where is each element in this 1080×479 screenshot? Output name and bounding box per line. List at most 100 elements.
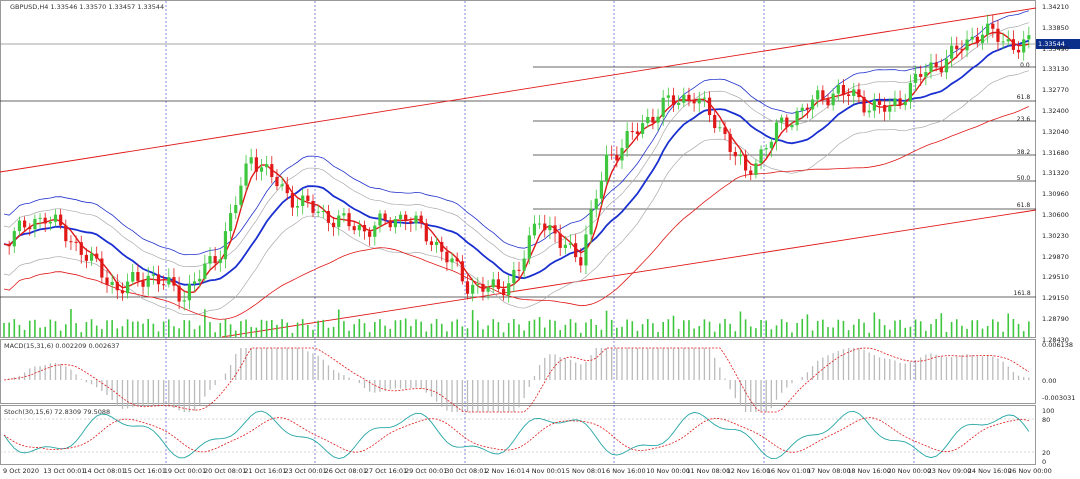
candle-body (955, 45, 959, 50)
candle-body (362, 224, 367, 232)
candle-body (424, 223, 428, 242)
candle-body (306, 195, 310, 202)
candle-body (275, 177, 279, 187)
bollinger-mid-lower (3, 70, 1029, 316)
stoch-label: Stoch(30,15,6) 72.8309 79.5088 (4, 408, 111, 416)
candle-body (234, 204, 238, 214)
stoch-tick: 100 (1042, 407, 1055, 415)
current-price-badge: 1.33544 (1036, 39, 1080, 49)
candle-body (398, 214, 403, 220)
candle-body (95, 253, 99, 259)
candle-body (857, 89, 861, 98)
time-tick: 12 Nov 16:00 (726, 467, 771, 475)
candle-body (342, 213, 346, 216)
candle-body (59, 214, 63, 226)
candle-body (532, 223, 537, 236)
candle-body (697, 98, 701, 104)
candle-body (378, 213, 382, 226)
candle-body (558, 233, 562, 248)
candle-body (877, 100, 882, 105)
candle-body (460, 261, 464, 282)
candle-body (465, 281, 470, 294)
time-tick: 20 Oct 08:01 (204, 467, 247, 475)
candle-body (785, 117, 789, 128)
candle-body (713, 115, 717, 129)
candle-body (986, 23, 990, 35)
macd-tick: 0.006138 (1042, 341, 1074, 349)
candle-body (944, 58, 949, 73)
candle-body (630, 131, 634, 133)
candle-body (836, 85, 840, 94)
candle-body (960, 49, 964, 51)
candle-body (888, 105, 892, 112)
candle-body (692, 99, 696, 104)
candle-body (780, 117, 784, 123)
time-tick: 18 Nov 16:00 (847, 467, 892, 475)
price-tick: 1.34210 (1042, 3, 1069, 11)
candle-body (934, 62, 938, 68)
time-tick: 23 Oct 00:01 (284, 467, 327, 475)
candle-body (213, 256, 217, 264)
candle-body (182, 300, 186, 302)
candle-body (440, 241, 444, 252)
candle-body (79, 242, 83, 255)
candle-body (285, 184, 289, 194)
candle-body (913, 73, 918, 83)
candle-body (805, 107, 809, 110)
candle-body (146, 275, 150, 287)
candle-body (862, 97, 866, 113)
bollinger-mid-upper (3, 22, 1029, 268)
candle-body (651, 116, 655, 123)
candle-body (259, 167, 264, 172)
price-tick: 1.28790 (1042, 315, 1069, 323)
candle-body (831, 93, 835, 106)
candle-body (800, 107, 804, 111)
macd-tick: 0.00 (1042, 377, 1057, 385)
fib-level-label: 38.2 (1016, 149, 1031, 156)
macd-pane-frame (0, 339, 1036, 404)
candle-body (769, 141, 773, 149)
candle-body (198, 278, 202, 282)
candle-body (810, 99, 815, 110)
candle-body (821, 90, 825, 99)
time-tick: 16 Nov 01:00 (766, 467, 811, 475)
candle-body (167, 277, 171, 285)
candle-body (105, 277, 109, 285)
price-tick: 1.29510 (1042, 273, 1069, 282)
candle-body (872, 100, 876, 111)
time-tick: 20 Nov 00:00 (887, 467, 932, 475)
candle-body (543, 223, 547, 231)
candle-body (17, 220, 22, 232)
candle-body (486, 287, 490, 292)
candle-body (707, 97, 712, 116)
stoch-tick: 80 (1042, 416, 1051, 424)
price-tick: 1.30600 (1042, 211, 1069, 219)
price-tick: 1.33850 (1042, 23, 1069, 32)
candle-body (512, 269, 516, 284)
candle-body (265, 164, 269, 168)
stoch-tick: 20 (1042, 449, 1051, 457)
candle-body (574, 243, 578, 258)
candle-body (187, 283, 191, 301)
candle-body (64, 225, 68, 242)
candle-body (110, 281, 114, 285)
fib-level-label: 50.0 (1016, 175, 1031, 182)
candle-body (646, 116, 650, 124)
candle-body (347, 213, 351, 227)
time-tick: 17 Nov 08:00 (807, 467, 851, 475)
candle-body (115, 281, 119, 291)
candle-body (435, 241, 439, 245)
candle-body (584, 234, 588, 266)
candle-body (991, 23, 995, 29)
candle-body (84, 254, 88, 261)
candle-body (295, 206, 300, 208)
candle-body (43, 217, 47, 224)
candle-body (579, 257, 583, 266)
time-tick: 30 Oct 08:01 (445, 467, 488, 475)
stoch-pane-frame (0, 405, 1036, 465)
candle-body (229, 213, 233, 232)
price-tick: 1.30230 (1042, 231, 1069, 240)
candle-body (939, 67, 943, 73)
